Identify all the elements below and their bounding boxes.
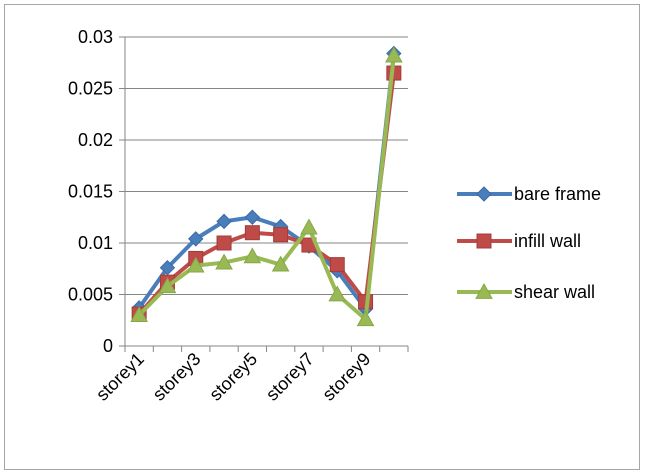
data-point [328,285,347,302]
legend-label: shear wall [514,282,595,302]
x-axis-tick-labels: storey1 storey3 storey5 storey7 storey9 [92,349,374,405]
x-tick-label: storey9 [318,349,374,405]
series-shear-wall [130,46,403,327]
legend-marker [476,233,492,249]
data-point [273,227,289,243]
x-tick-label: storey1 [92,349,148,405]
legend-marker [476,186,492,202]
y-axis-tick-labels: 0 0.005 0.01 0.015 0.02 0.025 0.03 [68,27,113,356]
y-tick-label: 0.03 [78,27,113,47]
gridlines [125,36,408,295]
y-tick-label: 0.015 [68,182,113,202]
data-point [244,209,261,225]
data-point [244,225,260,241]
data-point [271,255,290,272]
data-point [130,306,148,322]
data-point [356,310,375,327]
legend-item: infill wall [457,231,581,251]
y-tick-label: 0.01 [78,233,113,253]
data-point [300,218,318,235]
y-tick-label: 0.005 [68,285,113,305]
data-point [186,256,205,273]
data-point [216,213,232,230]
series-line [137,55,396,322]
y-tick-label: 0 [103,336,113,356]
data-point [215,253,233,270]
data-point [329,257,345,273]
legend-label: infill wall [514,231,581,251]
legend-label: bare frame [514,184,601,204]
x-tick-label: storey3 [149,349,205,405]
data-point [158,277,177,294]
axes [119,36,409,352]
chart-frame [4,4,640,470]
x-tick-label: storey5 [205,349,261,405]
series-line [137,53,396,311]
legend-item: shear wall [457,282,595,302]
y-tick-label: 0.02 [78,130,113,150]
y-tick-label: 0.025 [68,79,113,99]
legend-item: bare frame [457,184,601,204]
data-point [188,231,204,247]
series-group [130,45,403,327]
data-point [243,247,262,264]
data-point [385,46,403,63]
legend: bare frame infill wall shear wall [457,184,601,302]
legend-marker [475,282,493,299]
data-point [216,235,232,251]
series-line [137,72,396,316]
x-tick-label: storey7 [262,349,318,405]
